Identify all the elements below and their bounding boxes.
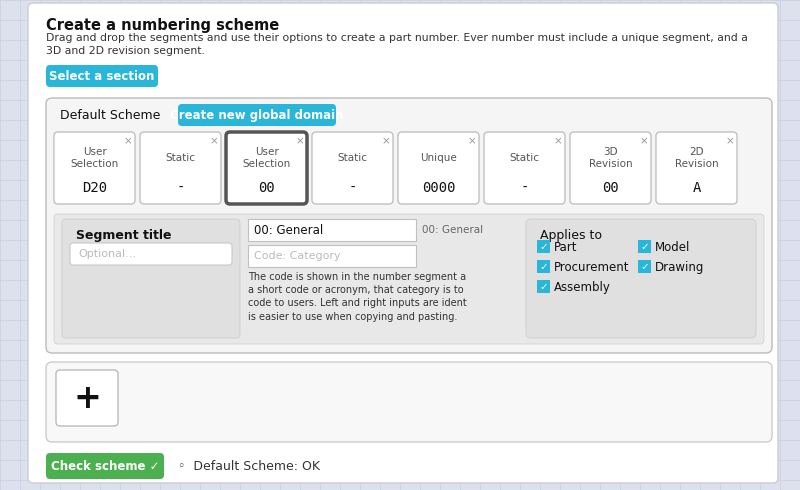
Text: ×: ×: [640, 136, 648, 146]
FancyBboxPatch shape: [312, 132, 393, 204]
Text: 3D
Revision: 3D Revision: [589, 147, 632, 169]
FancyBboxPatch shape: [140, 132, 221, 204]
Text: 00: 00: [258, 181, 275, 195]
Text: A: A: [692, 181, 701, 195]
Text: Default Scheme: Default Scheme: [60, 109, 160, 122]
Bar: [537, 240, 550, 253]
Text: Check scheme ✓: Check scheme ✓: [50, 460, 159, 472]
Text: Static: Static: [338, 153, 367, 163]
FancyBboxPatch shape: [46, 453, 164, 479]
Bar: [537, 280, 550, 293]
Text: The code is shown in the number segment a
a short code or acronym, that category: The code is shown in the number segment …: [248, 272, 466, 321]
Text: ✓: ✓: [539, 262, 548, 271]
Text: Assembly: Assembly: [554, 280, 611, 294]
Text: D20: D20: [82, 181, 107, 195]
FancyBboxPatch shape: [484, 132, 565, 204]
FancyBboxPatch shape: [398, 132, 479, 204]
Text: Create new global domain: Create new global domain: [170, 108, 344, 122]
Text: Static: Static: [510, 153, 539, 163]
Text: Part: Part: [554, 241, 578, 253]
FancyBboxPatch shape: [56, 370, 118, 426]
FancyBboxPatch shape: [226, 132, 307, 204]
FancyBboxPatch shape: [526, 219, 756, 338]
Text: 0000: 0000: [422, 181, 455, 195]
Text: ✓: ✓: [640, 242, 649, 251]
FancyBboxPatch shape: [70, 243, 232, 265]
Text: Optional...: Optional...: [78, 249, 136, 259]
FancyBboxPatch shape: [62, 219, 240, 338]
Text: ×: ×: [554, 136, 562, 146]
Text: ×: ×: [726, 136, 734, 146]
Bar: [638, 260, 651, 273]
Text: Create a numbering scheme: Create a numbering scheme: [46, 18, 279, 33]
FancyBboxPatch shape: [54, 214, 764, 344]
Text: Code: Category: Code: Category: [254, 251, 341, 261]
Bar: [248, 245, 416, 267]
FancyBboxPatch shape: [178, 104, 336, 126]
Text: 2D
Revision: 2D Revision: [674, 147, 718, 169]
Text: Drag and drop the segments and use their options to create a part number. Ever n: Drag and drop the segments and use their…: [46, 33, 748, 56]
Text: ×: ×: [296, 136, 304, 146]
Text: +: +: [73, 382, 101, 415]
Text: User
Selection: User Selection: [70, 147, 118, 169]
Text: Static: Static: [166, 153, 195, 163]
Text: ✓: ✓: [640, 262, 649, 271]
FancyBboxPatch shape: [54, 132, 135, 204]
Text: ✓: ✓: [539, 281, 548, 292]
FancyBboxPatch shape: [46, 65, 158, 87]
Text: ×: ×: [124, 136, 132, 146]
Text: ×: ×: [382, 136, 390, 146]
FancyBboxPatch shape: [46, 362, 772, 442]
Text: 00: General: 00: General: [254, 223, 323, 237]
Text: 00: General: 00: General: [422, 225, 483, 235]
Text: -: -: [176, 181, 185, 195]
FancyBboxPatch shape: [656, 132, 737, 204]
FancyBboxPatch shape: [46, 98, 772, 353]
Text: ✓: ✓: [539, 242, 548, 251]
FancyBboxPatch shape: [28, 3, 778, 483]
Text: -: -: [348, 181, 357, 195]
FancyBboxPatch shape: [570, 132, 651, 204]
Bar: [248, 219, 416, 241]
Text: Procurement: Procurement: [554, 261, 630, 273]
Text: Select a section: Select a section: [50, 70, 154, 82]
Text: Unique: Unique: [420, 153, 457, 163]
Text: ×: ×: [468, 136, 476, 146]
Text: ×: ×: [210, 136, 218, 146]
Text: -: -: [520, 181, 529, 195]
Text: User
Selection: User Selection: [242, 147, 290, 169]
Text: 00: 00: [602, 181, 619, 195]
Text: Segment title: Segment title: [76, 229, 171, 242]
Bar: [638, 240, 651, 253]
Text: Applies to: Applies to: [540, 229, 602, 242]
Bar: [537, 260, 550, 273]
Text: Drawing: Drawing: [655, 261, 704, 273]
Text: ◦  Default Scheme: OK: ◦ Default Scheme: OK: [178, 460, 320, 472]
Text: Model: Model: [655, 241, 690, 253]
